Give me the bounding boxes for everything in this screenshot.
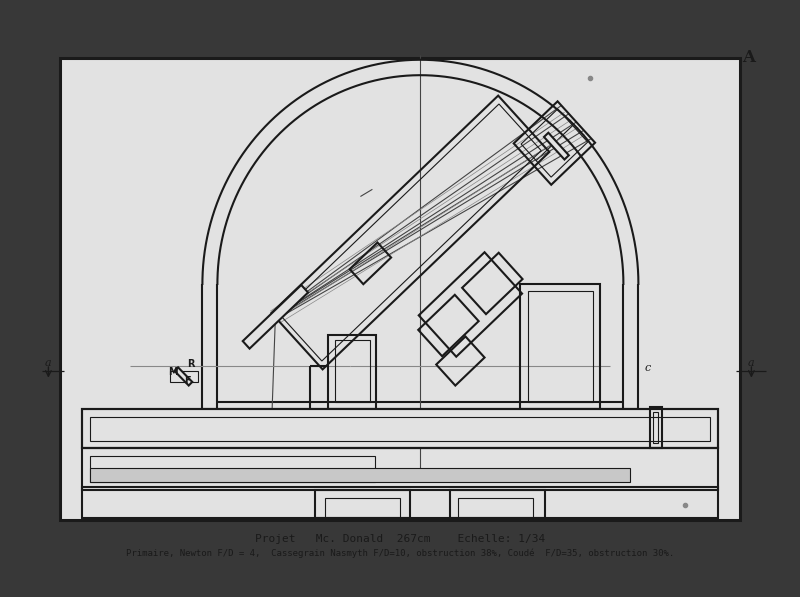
Bar [82,410,718,448]
Bar [90,456,375,482]
Bar [450,490,546,518]
Bar [82,488,718,518]
Polygon shape [174,367,192,386]
Bar [170,371,198,381]
Bar [335,340,370,402]
Text: F: F [184,376,190,386]
Bar [654,413,658,443]
Bar [458,498,534,518]
Bar [521,284,601,410]
Text: c: c [644,363,650,373]
Bar [326,498,401,518]
Bar [650,407,662,448]
Bar [329,336,377,410]
Bar [90,417,710,441]
Polygon shape [242,285,308,349]
Text: a: a [45,358,52,368]
Text: Projet   Mc. Donald  267cm    Echelle: 1/34: Projet Mc. Donald 267cm Echelle: 1/34 [255,534,546,544]
Bar [82,410,718,448]
Bar [90,468,630,482]
Bar [529,291,594,402]
Text: a: a [748,358,754,368]
Text: M: M [169,367,178,377]
Text: Primaire, Newton F/D = 4,  Cassegrain Nasmyth F/D=10, obstruction 38%, Coudé  F/: Primaire, Newton F/D = 4, Cassegrain Nas… [126,549,674,558]
Polygon shape [544,133,569,159]
Bar [315,490,410,518]
Text: A: A [742,49,755,66]
Text: R: R [186,359,194,369]
Bar [61,58,741,521]
Bar [82,448,718,490]
